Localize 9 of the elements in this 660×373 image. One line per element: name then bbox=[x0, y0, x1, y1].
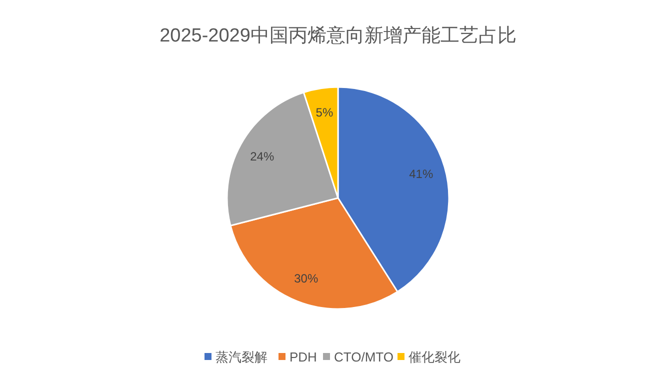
legend-label: CTO/MTO bbox=[334, 350, 394, 364]
data-label: 41% bbox=[409, 166, 434, 181]
data-label: 24% bbox=[250, 149, 274, 164]
legend-label: 蒸汽裂解 bbox=[216, 350, 268, 364]
data-label: 30% bbox=[294, 272, 318, 286]
legend-label: PDH bbox=[290, 350, 317, 364]
chart-title: 2025-2029中国丙烯意向新增产能工艺占比 bbox=[160, 24, 516, 46]
legend-label: 催化裂化 bbox=[408, 350, 460, 364]
data-label: 5% bbox=[316, 105, 334, 120]
